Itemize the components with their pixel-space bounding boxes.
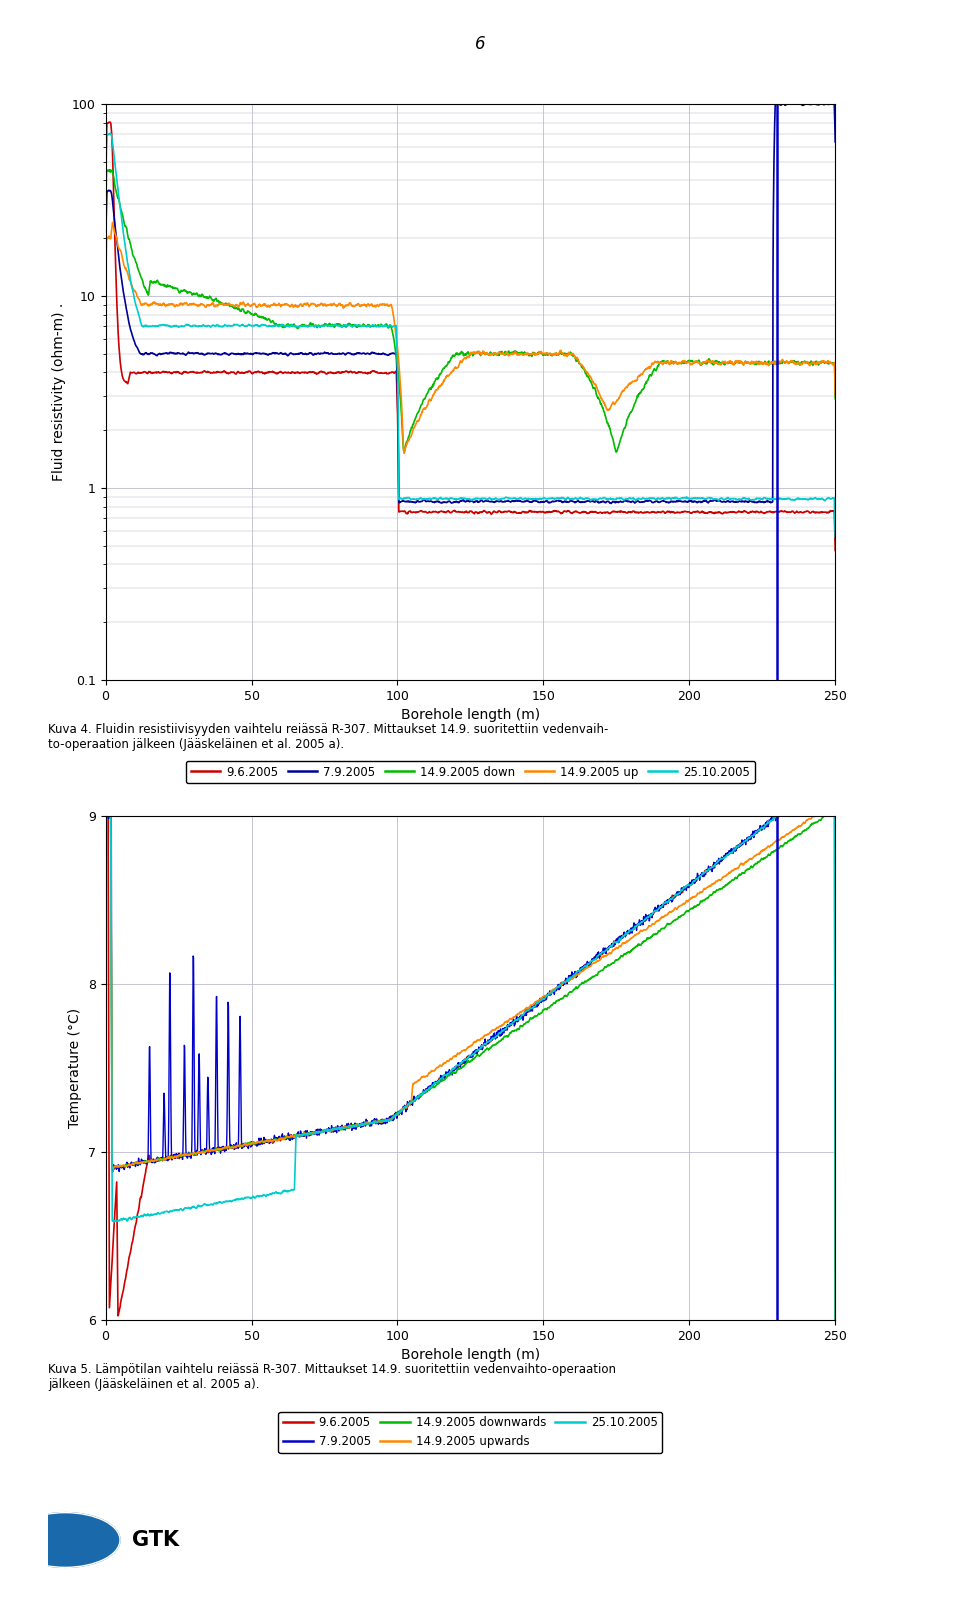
- Text: GTK: GTK: [132, 1530, 179, 1550]
- Text: Kuva 5. Lämpötilan vaihtelu reiässä R-307. Mittaukset 14.9. suoritettiin vedenva: Kuva 5. Lämpötilan vaihtelu reiässä R-30…: [48, 1363, 616, 1390]
- Text: Kuva 4. Fluidin resistiivisyyden vaihtelu reiässä R-307. Mittaukset 14.9. suorit: Kuva 4. Fluidin resistiivisyyden vaihtel…: [48, 723, 609, 750]
- Y-axis label: Fluid resistivity (ohm-m) .: Fluid resistivity (ohm-m) .: [53, 302, 66, 482]
- Text: 6: 6: [474, 35, 486, 53]
- Legend: 9.6.2005, 7.9.2005, 14.9.2005 down, 14.9.2005 up, 25.10.2005: 9.6.2005, 7.9.2005, 14.9.2005 down, 14.9…: [186, 760, 755, 784]
- Y-axis label: Temperature (°C): Temperature (°C): [68, 1008, 83, 1128]
- Legend: 9.6.2005, 7.9.2005, 14.9.2005 downwards, 14.9.2005 upwards, 25.10.2005: 9.6.2005, 7.9.2005, 14.9.2005 downwards,…: [278, 1411, 662, 1453]
- X-axis label: Borehole length (m): Borehole length (m): [401, 709, 540, 722]
- X-axis label: Borehole length (m): Borehole length (m): [401, 1349, 540, 1362]
- Circle shape: [11, 1512, 120, 1568]
